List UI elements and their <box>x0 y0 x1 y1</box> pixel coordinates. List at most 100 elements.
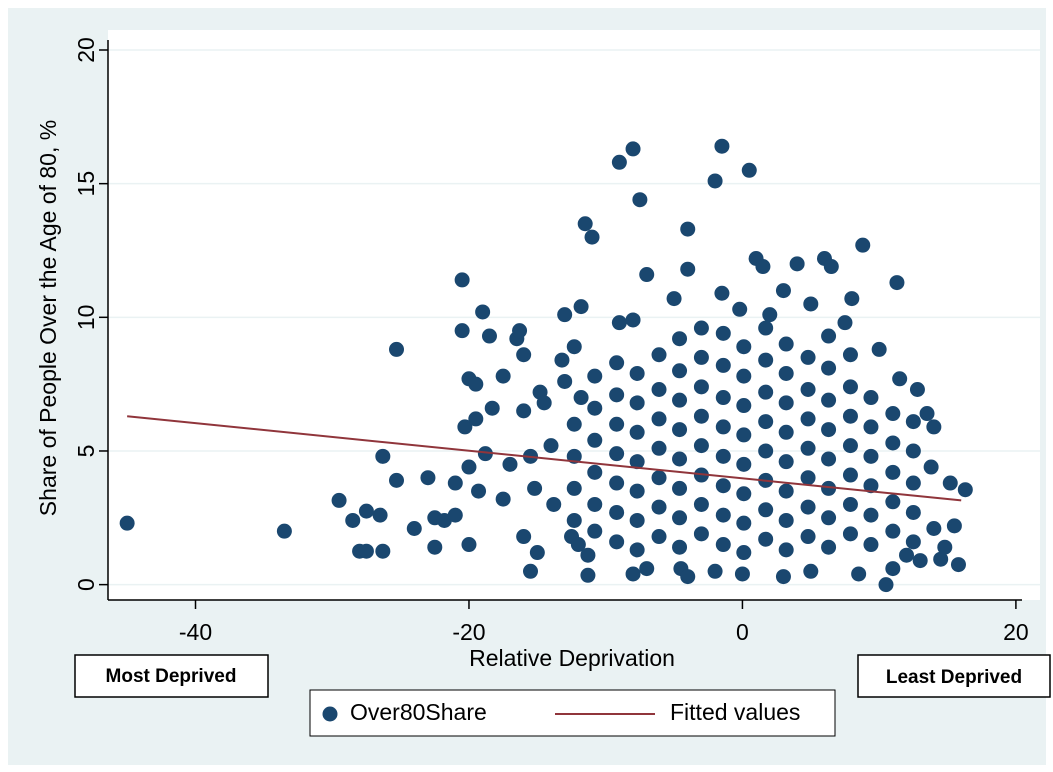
point <box>821 539 837 555</box>
point <box>651 470 667 486</box>
point <box>609 416 625 432</box>
point <box>885 435 901 451</box>
point <box>855 237 871 253</box>
point <box>580 567 596 583</box>
point <box>844 291 860 307</box>
y-tick-label: 10 <box>73 305 99 331</box>
point <box>651 381 667 397</box>
point <box>406 520 422 536</box>
legend-label: Fitted values <box>670 699 800 725</box>
point <box>736 545 752 561</box>
point <box>800 411 816 427</box>
point <box>758 502 774 518</box>
point <box>375 543 391 559</box>
point <box>693 349 709 365</box>
point <box>573 390 589 406</box>
point <box>871 341 887 357</box>
point <box>557 307 573 323</box>
point <box>639 561 655 577</box>
point <box>937 539 953 555</box>
point <box>454 272 470 288</box>
point <box>736 486 752 502</box>
point <box>778 365 794 381</box>
point <box>821 510 837 526</box>
point <box>821 360 837 376</box>
point <box>475 304 491 320</box>
x-tick-label: -20 <box>452 619 485 645</box>
point <box>693 496 709 512</box>
point <box>775 283 791 299</box>
point <box>527 480 543 496</box>
point <box>736 427 752 443</box>
point <box>778 395 794 411</box>
point <box>276 523 292 539</box>
point <box>758 320 774 336</box>
point <box>666 291 682 307</box>
point <box>919 406 935 422</box>
point <box>651 347 667 363</box>
point <box>851 566 867 582</box>
point <box>933 551 949 567</box>
point <box>732 301 748 317</box>
point <box>715 507 731 523</box>
point <box>946 518 962 534</box>
point <box>680 221 696 237</box>
point <box>905 475 921 491</box>
point <box>800 381 816 397</box>
point <box>570 537 586 553</box>
point <box>863 448 879 464</box>
point <box>889 275 905 291</box>
point <box>672 392 688 408</box>
point <box>736 339 752 355</box>
annotation: Most Deprived <box>106 666 237 687</box>
point <box>358 503 374 519</box>
point <box>611 315 627 331</box>
point <box>693 438 709 454</box>
point <box>842 526 858 542</box>
point <box>461 537 477 553</box>
point <box>331 492 347 508</box>
point <box>778 512 794 528</box>
point <box>878 577 894 593</box>
point <box>345 512 361 528</box>
point <box>842 408 858 424</box>
point <box>758 443 774 459</box>
point <box>885 523 901 539</box>
point <box>755 259 771 275</box>
y-tick-label: 20 <box>73 37 99 63</box>
point <box>842 496 858 512</box>
point <box>566 416 582 432</box>
point <box>734 566 750 582</box>
point <box>629 512 645 528</box>
point <box>457 419 473 435</box>
point <box>609 355 625 371</box>
point <box>837 315 853 331</box>
point <box>516 347 532 363</box>
point <box>468 376 484 392</box>
point <box>566 512 582 528</box>
point <box>823 259 839 275</box>
x-tick-label: -40 <box>179 619 212 645</box>
annotation: Least Deprived <box>886 667 1022 688</box>
point <box>651 411 667 427</box>
point <box>516 529 532 545</box>
y-tick-label: 15 <box>73 171 99 197</box>
point <box>484 400 500 416</box>
point <box>863 507 879 523</box>
point <box>495 491 511 507</box>
point <box>546 496 562 512</box>
point <box>502 456 518 472</box>
point <box>477 446 493 462</box>
point <box>758 414 774 430</box>
point <box>736 398 752 414</box>
point <box>741 162 757 178</box>
point <box>885 561 901 577</box>
point <box>587 400 603 416</box>
point <box>715 325 731 341</box>
x-axis-title: Relative Deprivation <box>469 645 675 671</box>
point <box>693 408 709 424</box>
point <box>905 414 921 430</box>
point <box>800 529 816 545</box>
point <box>557 373 573 389</box>
point <box>587 368 603 384</box>
